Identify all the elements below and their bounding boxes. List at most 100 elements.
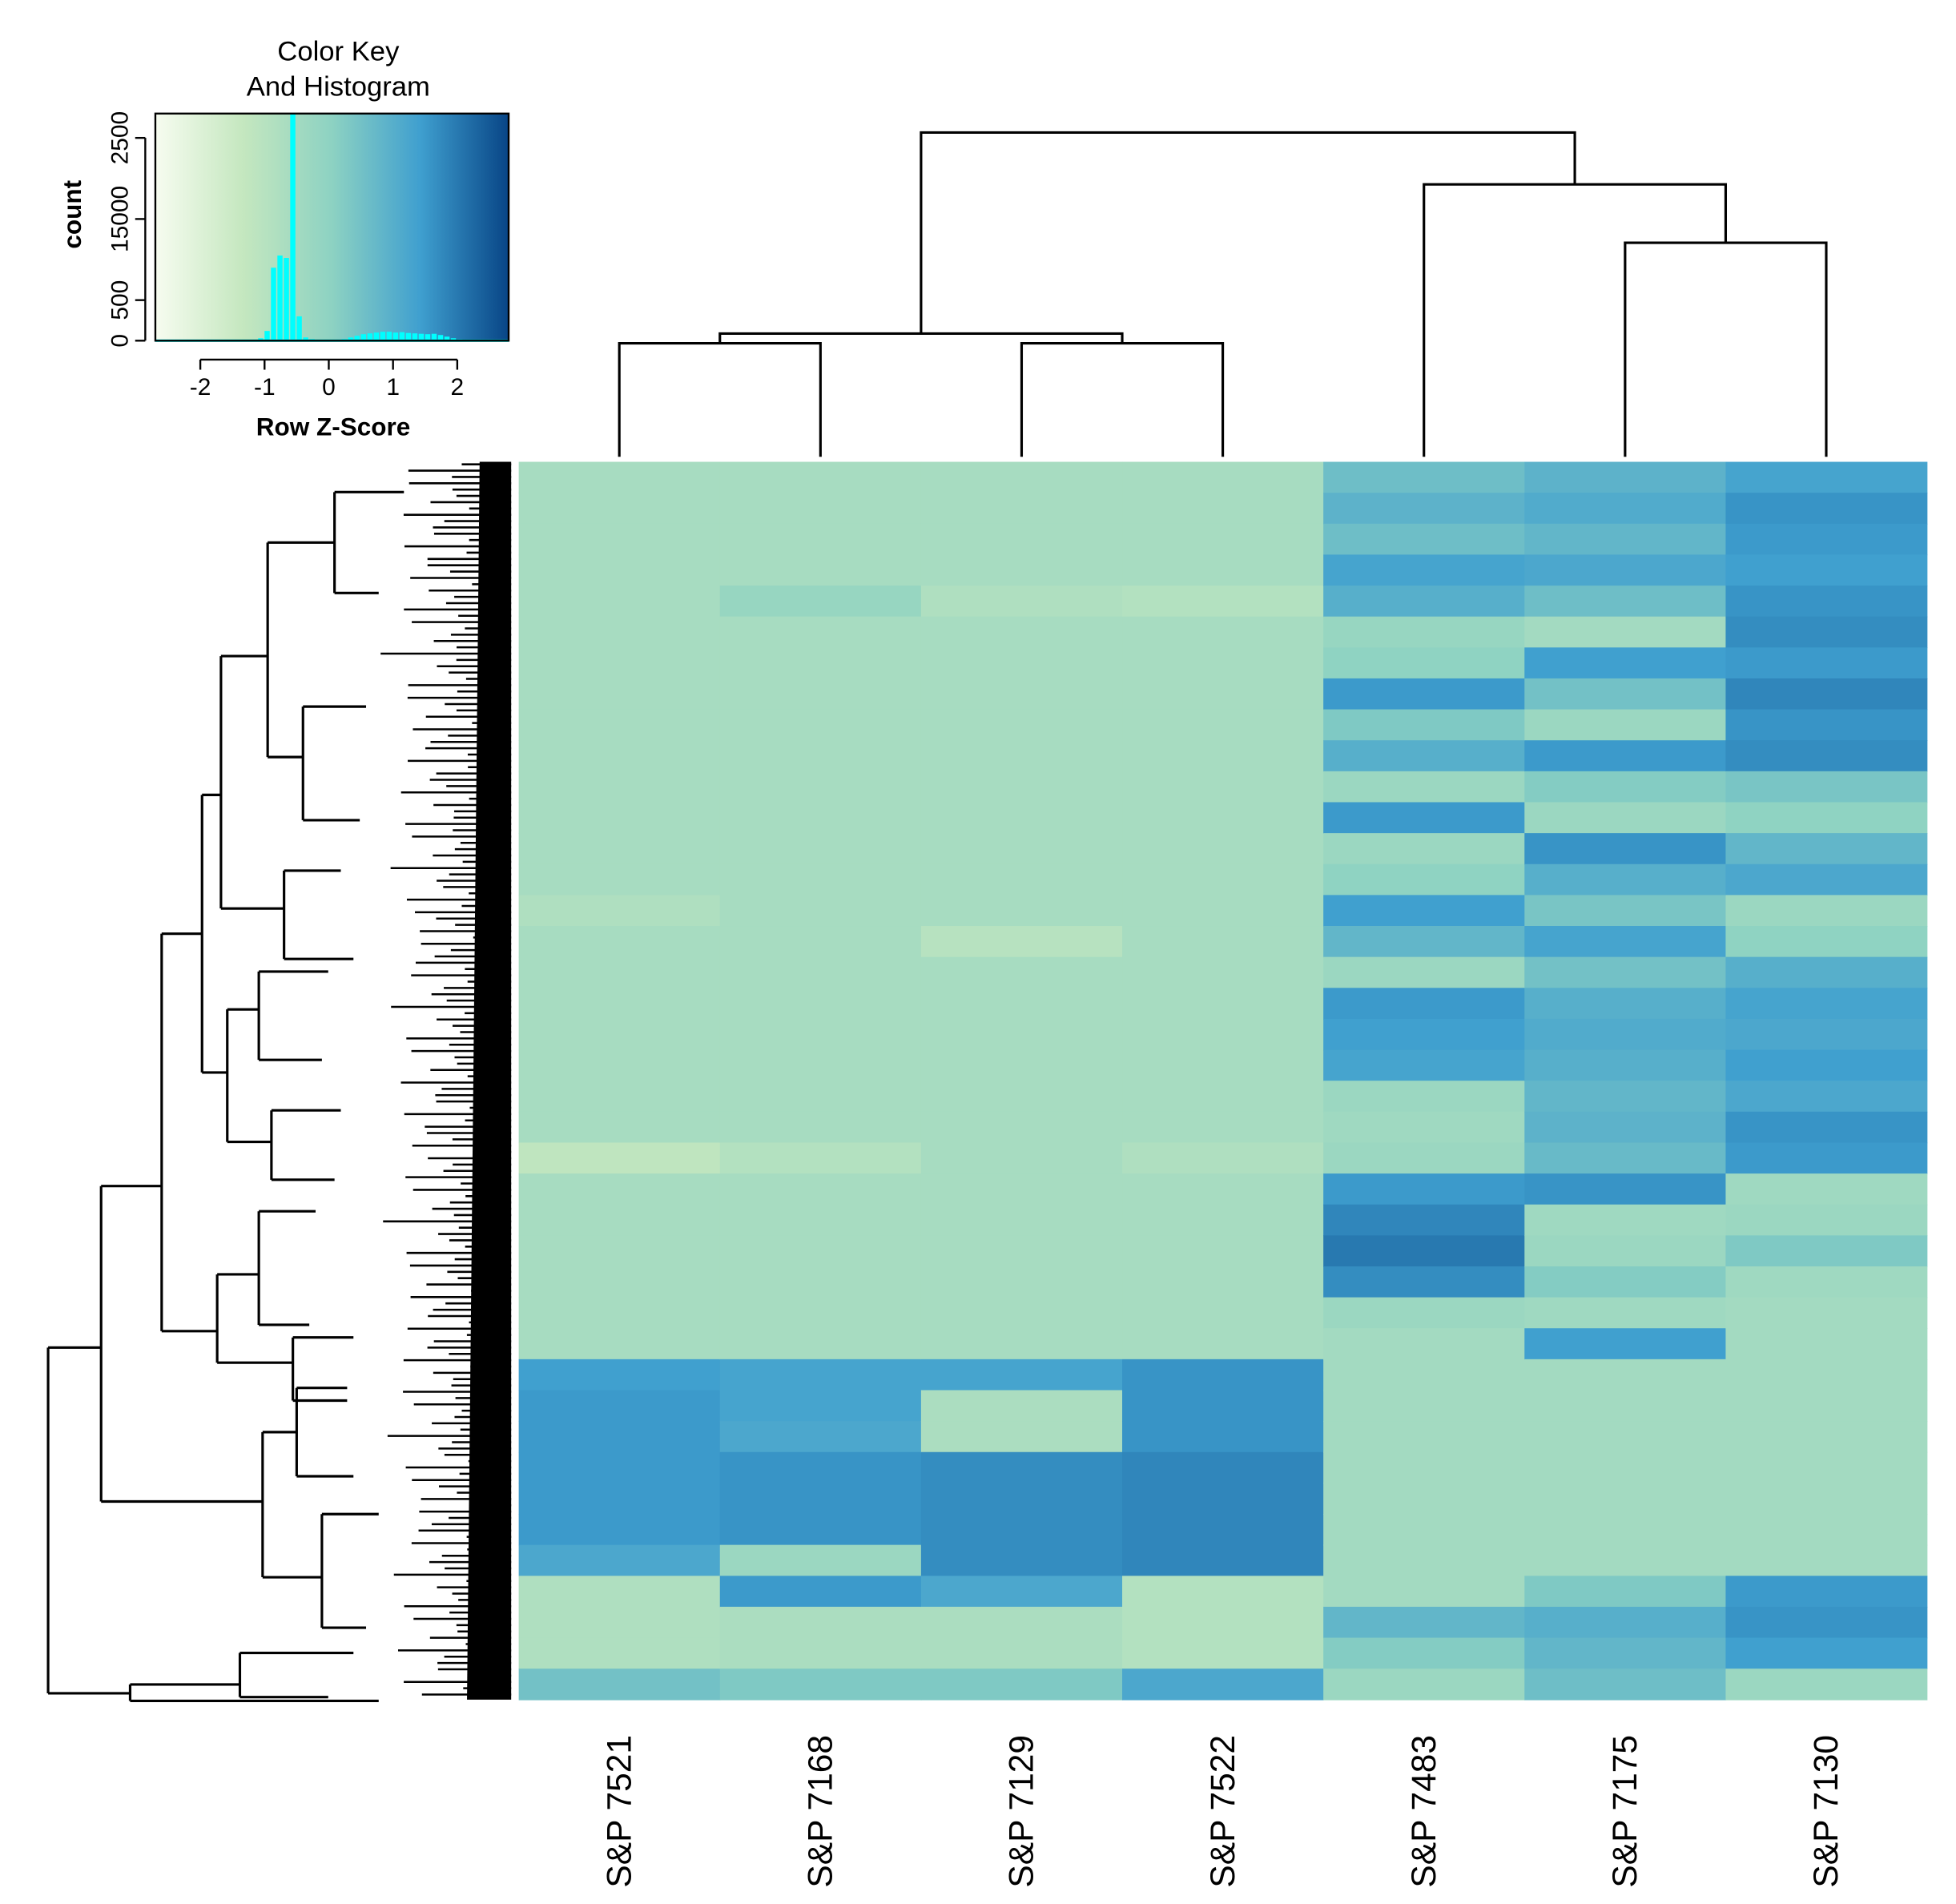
heatmap-cell (1122, 616, 1324, 649)
heatmap-cell (719, 1204, 922, 1237)
heatmap-cell (1524, 616, 1727, 649)
heatmap-cell (719, 1081, 922, 1113)
heatmap-cell (1122, 1049, 1324, 1081)
heatmap-cell (1323, 709, 1526, 742)
heatmap-cell (1122, 1142, 1324, 1174)
heatmap-cell (518, 554, 721, 586)
heatmap-cell (920, 493, 1123, 525)
heatmap-cell (518, 1514, 721, 1546)
y-tick-label: 0 (107, 334, 133, 348)
heatmap-cell (1122, 1018, 1324, 1051)
heatmap-cell (719, 833, 922, 865)
heatmap-cell (1725, 709, 1928, 742)
histogram-bar (386, 332, 392, 341)
heatmap-cell (1323, 1235, 1526, 1267)
heatmap-cell (1323, 461, 1526, 493)
heatmap-cell (1524, 1514, 1727, 1546)
heatmap-cell (1122, 1111, 1324, 1144)
histogram-bar (290, 113, 296, 341)
heatmap-cell (1323, 1049, 1526, 1081)
heatmap-cell (518, 926, 721, 958)
color-key: Color Key And Histogram Row Z-Score coun… (58, 37, 510, 441)
heatmap-cell (518, 493, 721, 525)
histogram-bar (399, 332, 405, 341)
heatmap-cell (1122, 1669, 1324, 1701)
heatmap-cell (920, 1359, 1123, 1391)
heatmap-cell (1725, 647, 1928, 679)
histogram-bar (444, 336, 450, 341)
heatmap-cell (719, 1606, 922, 1639)
heatmap-cell (1323, 1173, 1526, 1206)
heatmap-cell (1524, 833, 1727, 865)
row-dendrogram-branches (46, 490, 404, 1702)
heatmap-cell (719, 863, 922, 896)
x-tick-label: -2 (190, 374, 211, 401)
heatmap-cell (1122, 1544, 1324, 1577)
heatmap-cells (518, 461, 1928, 1701)
histogram-bar (392, 332, 399, 341)
column-label: S&P 7522 (1204, 1735, 1242, 1888)
heatmap-cell (920, 1451, 1123, 1484)
heatmap-cell (920, 554, 1123, 586)
dendrogram-branch (920, 131, 1576, 334)
histogram-bar (437, 335, 444, 341)
y-tick-label: 15000 (107, 186, 133, 252)
x-axis-title: Row Z-Score (256, 412, 411, 441)
column-label: S&P 7521 (600, 1735, 638, 1888)
heatmap-cell (719, 1669, 922, 1701)
heatmap-cell (1725, 1235, 1928, 1267)
heatmap-cell (1122, 586, 1324, 618)
heatmap-cell (1122, 1081, 1324, 1113)
heatmap-cell (719, 1483, 922, 1515)
heatmap-cell (1524, 493, 1727, 525)
heatmap-cell (920, 523, 1123, 556)
heatmap-cell (518, 586, 721, 618)
heatmap-cell (1122, 988, 1324, 1020)
heatmap-cell (1122, 554, 1324, 586)
heatmap-cell (1524, 895, 1727, 927)
heatmap-cell (518, 956, 721, 989)
histogram-bar (354, 336, 360, 341)
heatmap-cell (1122, 740, 1324, 772)
heatmap-cell (1323, 1359, 1526, 1391)
histogram-bar (425, 334, 431, 341)
heatmap-cell (920, 1576, 1123, 1608)
heatmap-cell (920, 678, 1123, 710)
heatmap-cell (1122, 709, 1324, 742)
heatmap-cell (719, 1390, 922, 1422)
heatmap-cell (1323, 1142, 1526, 1174)
heatmap-cell (1524, 709, 1727, 742)
heatmap-cell (1122, 1390, 1324, 1422)
dendrogram-branch (1020, 341, 1225, 457)
heatmap-cell (1725, 863, 1928, 896)
heatmap-cell (518, 1483, 721, 1515)
heatmap-cell (1323, 1081, 1526, 1113)
heatmap-cell (1323, 1018, 1526, 1051)
heatmap-cell (1122, 1637, 1324, 1669)
heatmap-cell (1524, 863, 1727, 896)
row-dendrogram-leaves (467, 461, 512, 1700)
heatmap-cell (920, 1111, 1123, 1144)
heatmap-cell (1323, 1421, 1526, 1453)
heatmap-cell (719, 1451, 922, 1484)
heatmap-cell (1323, 926, 1526, 958)
heatmap-cell (1122, 493, 1324, 525)
heatmap-cell (920, 1049, 1123, 1081)
heatmap-cell (518, 1297, 721, 1330)
dendrogram-branch (718, 332, 1124, 344)
column-label: S&P 7168 (802, 1735, 840, 1888)
heatmap-cell (518, 1576, 721, 1608)
heatmap-cell (1524, 461, 1727, 493)
heatmap-cell (920, 988, 1123, 1020)
heatmap-cell (1323, 1266, 1526, 1298)
heatmap-cell (1725, 895, 1928, 927)
heatmap-cell (719, 647, 922, 679)
heatmap-cell (1122, 1606, 1324, 1639)
heatmap-cell (1524, 1544, 1727, 1577)
heatmap-cell (1725, 1544, 1928, 1577)
heatmap-cell (1323, 616, 1526, 649)
y-axis-title: count (58, 179, 87, 248)
heatmap-cell (920, 1204, 1123, 1237)
heatmap-cell (518, 1328, 721, 1360)
heatmap-cell (1323, 647, 1526, 679)
